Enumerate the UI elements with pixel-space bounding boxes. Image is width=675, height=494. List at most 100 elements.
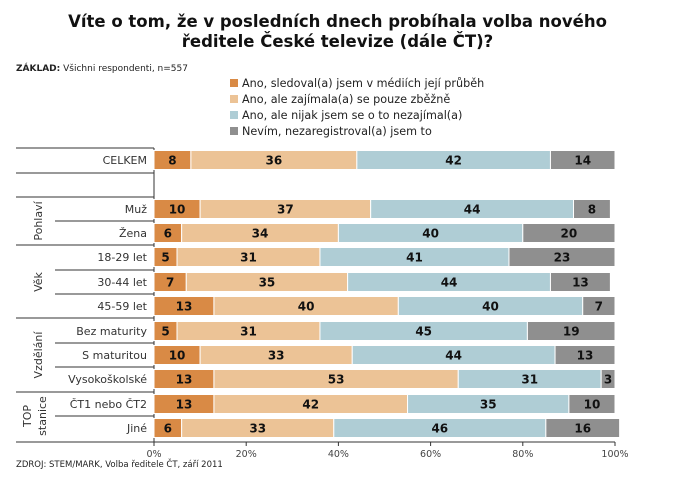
legend-item-2: Ano, ale zajímala(a) se pouze zběžně [230, 92, 484, 108]
data-label: 13 [176, 300, 193, 314]
group-label: stanice [36, 396, 49, 436]
bar-segment [549, 272, 611, 292]
data-label: 31 [240, 251, 257, 265]
data-label: 31 [521, 373, 538, 387]
legend-label-4: Nevím, nezaregistroval(a) jsem to [242, 125, 432, 138]
bar-segment [600, 369, 616, 389]
data-label: 35 [480, 398, 497, 412]
data-label: 10 [169, 349, 186, 363]
legend-swatch-3 [230, 111, 238, 119]
data-label: 13 [176, 373, 193, 387]
row-label: Vysokoškolské [68, 373, 147, 386]
source-note: ZDROJ: STEM/MARK, Volba ředitele ČT, zář… [16, 460, 223, 470]
row-label: 45-59 let [97, 300, 147, 313]
row-label: 18-29 let [97, 251, 147, 264]
data-label: 45 [415, 325, 432, 339]
base-note: ZÁKLAD: Všichni respondenti, n=557 [16, 64, 188, 74]
data-label: 40 [298, 300, 315, 314]
legend-label-1: Ano, sledoval(a) jsem v médiích její prů… [242, 77, 485, 90]
legend-swatch-2 [230, 95, 238, 103]
data-label: 7 [595, 300, 603, 314]
data-label: 34 [252, 227, 269, 241]
data-label: 42 [445, 154, 462, 168]
row-label: 30-44 let [97, 276, 147, 289]
group-label: Pohlaví [32, 200, 45, 240]
data-label: 44 [445, 349, 462, 363]
group-label: Věk [32, 271, 45, 291]
data-label: 42 [302, 398, 319, 412]
row-label-frame: Pohlaví Věk Vzdělání TOP stanice CELKEM Muž Žen… [16, 147, 155, 442]
legend-label-2: Ano, ale zajímala(a) se pouze zběžně [242, 93, 451, 106]
bar-segment [526, 321, 616, 341]
x-tick-label: 0% [146, 449, 161, 460]
data-label: 37 [277, 203, 294, 217]
data-label: 14 [574, 154, 591, 168]
bar-segment [582, 296, 616, 316]
data-label: 5 [161, 325, 169, 339]
legend-swatch-4 [230, 127, 238, 135]
chart-legend: Ano, sledoval(a) jsem v médiích její prů… [230, 76, 484, 140]
data-label: 36 [266, 154, 283, 168]
chart-title-line1: Víte o tom, že v posledních dnech probíh… [68, 12, 607, 31]
data-label: 33 [249, 422, 266, 436]
base-text: Všichni respondenti, n=557 [63, 64, 188, 74]
data-label: 33 [268, 349, 285, 363]
data-label: 23 [554, 251, 571, 265]
bar-segment [545, 418, 621, 438]
bar-segment [554, 345, 616, 365]
bar-segment [568, 394, 616, 414]
data-label: 6 [164, 422, 172, 436]
row-label: Bez maturity [76, 325, 147, 338]
data-label: 5 [161, 251, 169, 265]
data-label: 31 [240, 325, 257, 339]
data-label: 16 [574, 422, 591, 436]
base-label: ZÁKLAD: [16, 64, 61, 74]
x-tick-label: 40% [328, 449, 349, 460]
data-label: 13 [176, 398, 193, 412]
group-label: Vzdělání [32, 331, 45, 379]
data-label: 3 [604, 373, 612, 387]
x-tick-label: 60% [420, 449, 441, 460]
bar-segment [573, 199, 611, 219]
data-label: 10 [584, 398, 601, 412]
row-label: Muž [125, 203, 147, 216]
data-label: 44 [441, 276, 458, 290]
data-label: 41 [406, 251, 423, 265]
x-tick-label: 100% [601, 449, 628, 460]
legend-item-1: Ano, sledoval(a) jsem v médiích její prů… [230, 76, 484, 92]
x-tick-label: 20% [236, 449, 257, 460]
data-label: 46 [431, 422, 448, 436]
data-label: 7 [166, 276, 174, 290]
legend-label-3: Ano, ale nijak jsem se o to nezajímal(a) [242, 109, 463, 122]
legend-swatch-1 [230, 79, 238, 87]
chart-title: Víte o tom, že v posledních dnech probíh… [0, 12, 675, 52]
data-label: 19 [563, 325, 580, 339]
row-label: ČT1 nebo ČT2 [70, 398, 147, 411]
bar-segment [522, 223, 616, 243]
bar-segment [549, 150, 616, 170]
row-label: Jiné [126, 422, 147, 435]
data-label: 20 [561, 227, 578, 241]
data-label: 8 [168, 154, 176, 168]
chart-title-line2: ředitele České televize (dále ČT)? [181, 32, 494, 51]
bar-segment [508, 247, 616, 267]
legend-item-3: Ano, ale nijak jsem se o to nezajímal(a) [230, 108, 484, 124]
x-tick-label: 80% [512, 449, 533, 460]
data-label: 13 [572, 276, 589, 290]
data-label: 8 [588, 203, 596, 217]
data-label: 44 [464, 203, 481, 217]
data-label: 35 [259, 276, 276, 290]
group-label: TOP [21, 405, 34, 428]
data-label: 10 [169, 203, 186, 217]
row-label: CELKEM [103, 154, 147, 167]
data-label: 40 [482, 300, 499, 314]
data-label: 13 [577, 349, 594, 363]
data-label: 40 [422, 227, 439, 241]
data-label: 6 [164, 227, 172, 241]
data-label: 53 [328, 373, 345, 387]
row-label: S maturitou [82, 349, 147, 362]
row-label: Žena [119, 227, 147, 240]
legend-item-4: Nevím, nezaregistroval(a) jsem to [230, 124, 484, 140]
